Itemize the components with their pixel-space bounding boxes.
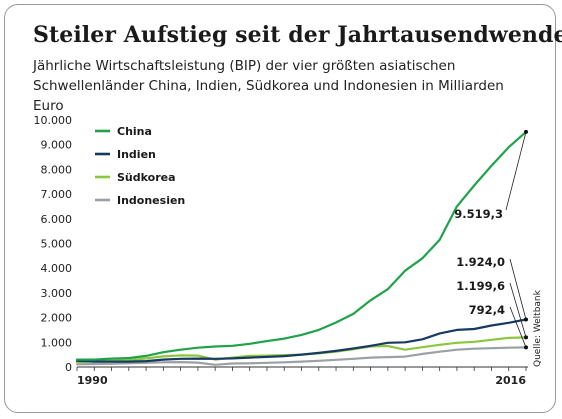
end-point-marker	[524, 335, 528, 340]
legend-label: China	[117, 125, 152, 138]
y-axis: 0 1.000 2.000 3.000 4.000 5.000 6.000 7.000 8.00…	[34, 114, 73, 374]
x-axis: 1990 2016	[76, 366, 528, 387]
y-tick-label: 7.000	[41, 188, 73, 201]
end-point-marker	[524, 317, 528, 322]
value-labels: 9.519,3 1.924,0 1.199,6 792,4	[454, 129, 528, 350]
legend-label: Südkorea	[117, 171, 176, 184]
legend: China Indien Südkorea Indonesien	[95, 125, 185, 207]
legend-label: Indien	[117, 148, 156, 161]
value-label: 9.519,3	[454, 207, 503, 221]
value-label: 1.924,0	[456, 255, 505, 269]
y-tick-label: 2.000	[41, 312, 73, 325]
y-tick-label: 10.000	[34, 114, 73, 127]
leader-line	[509, 306, 527, 348]
y-tick-label: 8.000	[41, 163, 73, 176]
y-tick-label: 3.000	[41, 287, 73, 300]
end-point-marker	[524, 345, 528, 350]
value-label: 792,4	[469, 303, 505, 317]
chart-subtitle: Jährliche Wirtschaftsleistung (BIP) der …	[33, 58, 504, 114]
y-tick-label: 4.000	[41, 262, 73, 275]
leader-line	[509, 258, 527, 320]
series-line-indien	[75, 318, 528, 363]
end-point-marker	[524, 129, 528, 134]
chart-frame	[4, 4, 556, 413]
series-lines	[75, 130, 528, 366]
y-tick-label: 5.000	[41, 238, 73, 251]
x-tick-label: 1990	[77, 374, 108, 387]
value-label: 1.199,6	[456, 279, 505, 293]
leader-line	[509, 282, 527, 338]
x-tick-label: 2016	[495, 374, 526, 387]
series-line-china	[75, 130, 528, 361]
y-tick-label: 1.000	[41, 336, 73, 349]
series-line-indonesien	[75, 346, 528, 366]
y-tick-label: 0	[65, 361, 72, 374]
y-tick-label: 9.000	[41, 139, 73, 152]
chart-title: Steiler Aufstieg seit der Jahrtausendwen…	[33, 22, 562, 48]
leader-line	[505, 131, 527, 211]
legend-label: Indonesien	[117, 194, 185, 207]
y-tick-label: 6.000	[41, 213, 73, 226]
source-label: Quelle: Weltbank	[533, 289, 543, 367]
